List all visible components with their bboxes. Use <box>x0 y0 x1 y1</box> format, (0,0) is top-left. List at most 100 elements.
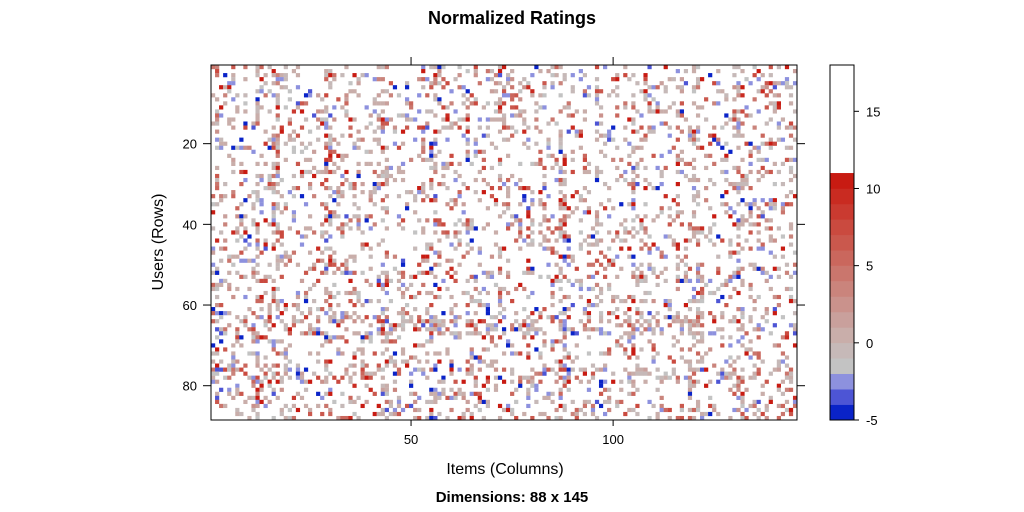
heatmap-cell <box>594 367 600 372</box>
heatmap-cell <box>764 81 769 86</box>
heatmap-cell <box>457 367 462 372</box>
heatmap-cell <box>538 93 543 98</box>
heatmap-cell <box>740 315 745 320</box>
heatmap-cell <box>473 137 478 142</box>
heatmap-cell <box>704 234 709 239</box>
heatmap-cell <box>562 157 567 162</box>
heatmap-cell <box>400 161 406 166</box>
heatmap-cell <box>437 222 442 227</box>
heatmap-cell <box>380 198 385 203</box>
heatmap-cell <box>675 113 680 118</box>
heatmap-cell <box>643 230 648 235</box>
heatmap-cell <box>328 149 333 154</box>
heatmap-cell <box>429 367 434 372</box>
heatmap-cell <box>538 230 543 235</box>
heatmap-cell <box>594 303 600 308</box>
heatmap-cell <box>542 202 547 207</box>
heatmap-cell <box>211 307 216 312</box>
heatmap-cell <box>433 327 438 332</box>
heatmap-cell <box>437 181 442 187</box>
heatmap-cell <box>518 282 523 288</box>
heatmap-cell <box>231 359 236 364</box>
heatmap-cell <box>239 181 244 187</box>
heatmap-cell <box>295 161 301 166</box>
heatmap-cell <box>275 81 280 86</box>
heatmap-cell <box>299 278 305 283</box>
heatmap-cell <box>562 230 567 235</box>
heatmap-cell <box>695 145 701 150</box>
heatmap-cell <box>695 85 701 90</box>
heatmap-cell <box>340 319 345 324</box>
heatmap-cell <box>332 294 337 300</box>
heatmap-cell <box>243 177 248 183</box>
heatmap-cell <box>756 371 761 376</box>
heatmap-cell <box>312 149 317 154</box>
color-key-segment <box>830 281 854 297</box>
heatmap-cell <box>554 339 559 344</box>
heatmap-cell <box>647 399 652 405</box>
heatmap-cell <box>215 294 220 300</box>
heatmap-cell <box>340 181 345 187</box>
heatmap-cell <box>400 294 406 300</box>
heatmap-cell <box>712 290 717 296</box>
heatmap-cell <box>271 339 276 344</box>
heatmap-cell <box>647 319 652 324</box>
heatmap-cell <box>554 65 559 70</box>
heatmap-cell <box>784 331 790 336</box>
heatmap-cell <box>788 234 794 239</box>
heatmap-cell <box>542 85 547 90</box>
heatmap-cell <box>667 77 672 82</box>
heatmap-cell <box>752 222 757 227</box>
heatmap-cell <box>336 214 341 219</box>
heatmap-cell <box>417 270 422 275</box>
heatmap-cell <box>546 69 551 74</box>
heatmap-cell <box>356 77 361 82</box>
heatmap-cell <box>655 186 660 191</box>
heatmap-cell <box>635 367 640 372</box>
heatmap-cell <box>299 311 305 316</box>
heatmap-cell <box>631 177 636 183</box>
heatmap-cell <box>441 391 446 396</box>
heatmap-cell <box>449 89 454 94</box>
heatmap-cell <box>215 303 220 308</box>
heatmap-cell <box>639 371 644 376</box>
heatmap-cell <box>695 230 701 235</box>
heatmap-cell <box>429 339 434 344</box>
heatmap-cell <box>510 93 515 98</box>
heatmap-cell <box>736 307 741 312</box>
heatmap-cell <box>550 282 555 288</box>
heatmap-cell <box>283 73 288 78</box>
heatmap-cell <box>433 97 438 102</box>
heatmap-cell <box>396 222 402 227</box>
heatmap-cell <box>461 395 466 400</box>
heatmap-cell <box>235 238 240 243</box>
heatmap-cell <box>231 190 236 195</box>
heatmap-cell <box>635 319 640 324</box>
heatmap-cell <box>384 145 389 150</box>
heatmap-cell <box>530 198 535 203</box>
heatmap-cell <box>635 129 640 134</box>
heatmap-cell <box>554 226 559 231</box>
heatmap-cell <box>396 278 402 283</box>
heatmap-cell <box>788 165 794 171</box>
heatmap-cell <box>651 266 656 271</box>
heatmap-cell <box>356 214 361 219</box>
heatmap-cell <box>429 270 434 275</box>
heatmap-cell <box>433 262 438 267</box>
heatmap-cell <box>489 117 495 122</box>
heatmap-cell <box>550 303 555 308</box>
heatmap-cell <box>328 371 333 376</box>
heatmap-cell <box>671 242 676 247</box>
heatmap-cell <box>627 246 632 251</box>
heatmap-cell <box>724 177 729 183</box>
heatmap-cell <box>788 274 794 279</box>
heatmap-cell <box>671 359 676 364</box>
heatmap-cell <box>700 335 705 340</box>
heatmap-cell <box>768 145 773 150</box>
heatmap-cell <box>748 153 753 158</box>
heatmap-cell <box>259 387 264 392</box>
heatmap-cell <box>695 77 701 82</box>
heatmap-cell <box>388 165 394 171</box>
heatmap-cell <box>360 363 365 368</box>
